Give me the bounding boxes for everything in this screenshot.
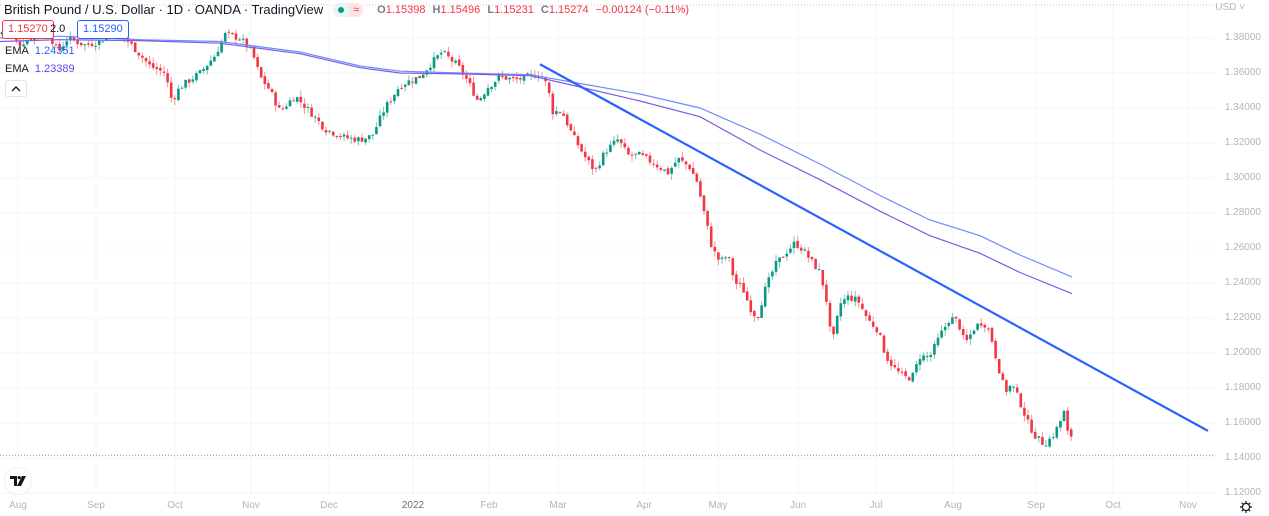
indicator-ema-1[interactable]: EMA 1.24351 bbox=[5, 45, 75, 57]
indicator-label: EMA bbox=[5, 45, 29, 57]
time-tick-label: Feb bbox=[480, 500, 498, 511]
high-label: H bbox=[432, 3, 441, 16]
currency-selector[interactable]: USD ˅ bbox=[1215, 2, 1245, 13]
time-tick-label: Nov bbox=[242, 500, 260, 511]
market-status-badge[interactable]: ≈ bbox=[333, 2, 364, 17]
time-tick-label: Sep bbox=[87, 500, 105, 511]
indicator-ema-2[interactable]: EMA 1.23389 bbox=[5, 63, 75, 75]
price-tick-label: 1.24000 bbox=[1224, 277, 1261, 288]
price-tick-label: 1.34000 bbox=[1224, 102, 1261, 113]
time-tick-label: Mar bbox=[549, 500, 567, 511]
price-tick-label: 1.16000 bbox=[1224, 417, 1261, 428]
high-value: 1.15496 bbox=[440, 3, 481, 16]
price-tick-label: 1.32000 bbox=[1224, 137, 1261, 148]
indicator-value: 1.23389 bbox=[34, 63, 75, 75]
candlestick-series bbox=[0, 20, 1073, 449]
trendline-drawing[interactable] bbox=[539, 63, 1209, 432]
close-value: 1.15274 bbox=[548, 3, 589, 16]
time-tick-label: Apr bbox=[636, 500, 652, 511]
time-tick-label: Sep bbox=[1027, 500, 1045, 511]
price-axis[interactable]: USD ˅ 1.38000 1.36000 1.34000 1.32000 1.3000… bbox=[1209, 0, 1269, 498]
price-tick-label: 1.38000 bbox=[1224, 32, 1261, 43]
tradingview-logo-icon bbox=[10, 476, 26, 486]
time-tick-label: Oct bbox=[1105, 500, 1121, 511]
price-tick-label: 1.22000 bbox=[1224, 312, 1261, 323]
price-tick-label: 1.28000 bbox=[1224, 207, 1261, 218]
time-tick-label: Jun bbox=[789, 500, 807, 511]
price-tick-label: 1.20000 bbox=[1224, 347, 1261, 358]
time-axis[interactable]: Aug Sep Oct Nov Dec 2022 Feb Mar Apr May Jun Jul Aug… bbox=[0, 500, 1215, 516]
open-value: 1.15398 bbox=[385, 3, 426, 16]
price-tick-label: 1.18000 bbox=[1224, 382, 1261, 393]
currency-label: USD bbox=[1215, 2, 1237, 13]
ema-fast-line bbox=[0, 35, 1073, 278]
symbol-title[interactable]: British Pound / U.S. Dollar · 1D · OANDA… bbox=[4, 2, 324, 17]
time-tick-label: May bbox=[708, 500, 728, 511]
market-open-dot-icon bbox=[338, 6, 345, 13]
chart-legend: British Pound / U.S. Dollar · 1D · OANDA… bbox=[4, 2, 693, 17]
time-tick-label: Jul bbox=[869, 500, 883, 511]
spread-value: 2.0 bbox=[50, 23, 66, 35]
close-label: C bbox=[540, 3, 549, 16]
price-tick-label: 1.26000 bbox=[1224, 242, 1261, 253]
collapse-legend-button[interactable] bbox=[5, 80, 27, 97]
buy-price-button[interactable]: 1.15290 bbox=[77, 20, 129, 39]
ema-slow-line bbox=[0, 39, 1073, 295]
time-tick-label: Aug bbox=[9, 500, 27, 511]
sell-price-button[interactable]: 1.15270 bbox=[2, 20, 54, 39]
low-label: L bbox=[487, 3, 495, 16]
time-tick-label: Nov bbox=[1179, 500, 1197, 511]
tradingview-logo[interactable] bbox=[4, 467, 32, 495]
ohlc-values: O1.15398 H1.15496 L1.15231 C1.15274 −0.0… bbox=[377, 4, 693, 16]
price-tick-label: 1.14000 bbox=[1224, 452, 1261, 463]
settings-gear-icon[interactable] bbox=[1239, 500, 1253, 514]
price-tick-label: 1.30000 bbox=[1224, 172, 1261, 183]
approx-equal-icon: ≈ bbox=[349, 2, 364, 17]
time-tick-label: Aug bbox=[944, 500, 962, 511]
open-label: O bbox=[377, 3, 386, 16]
price-tick-label: 1.12000 bbox=[1224, 487, 1261, 498]
chevron-up-icon bbox=[11, 85, 21, 91]
low-value: 1.15231 bbox=[494, 3, 534, 16]
time-tick-label: Oct bbox=[167, 500, 183, 511]
change-value: −0.00124 (−0.11%) bbox=[595, 3, 690, 16]
indicator-label: EMA bbox=[5, 63, 29, 75]
indicator-value: 1.24351 bbox=[34, 45, 75, 57]
time-tick-label: 2022 bbox=[401, 500, 425, 511]
price-tick-label: 1.36000 bbox=[1224, 67, 1261, 78]
time-tick-label: Dec bbox=[320, 500, 338, 511]
